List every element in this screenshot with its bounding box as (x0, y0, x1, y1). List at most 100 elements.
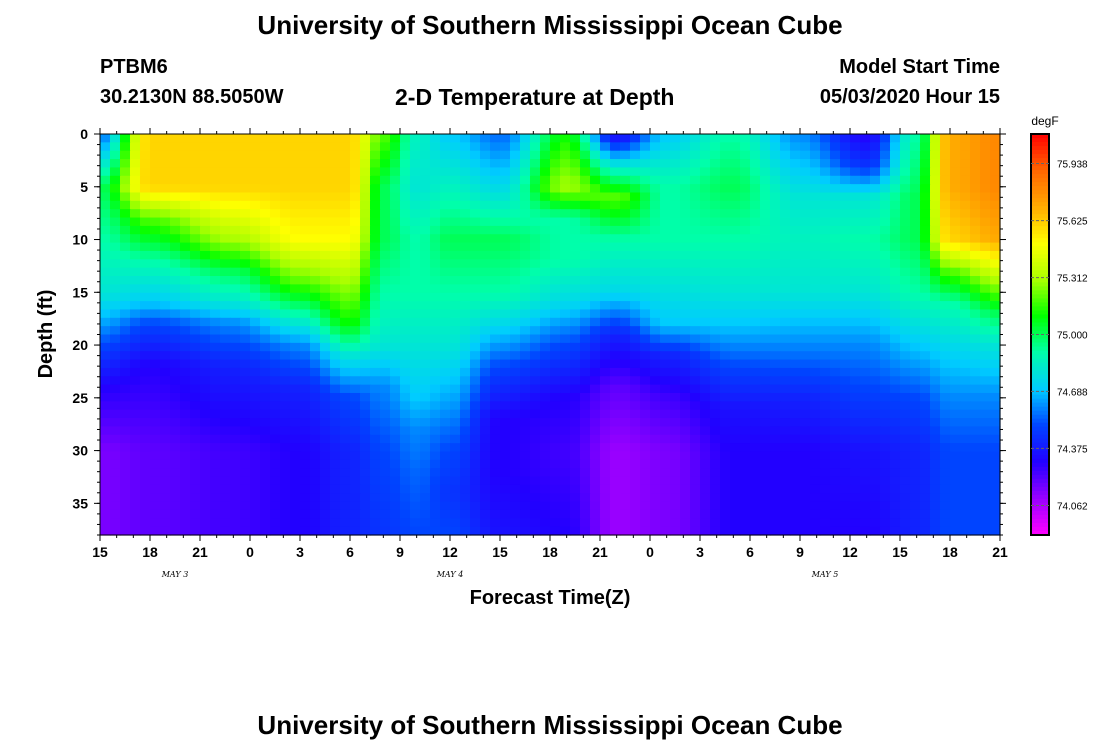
heatmap-cell (570, 451, 581, 461)
heatmap-cell (490, 301, 501, 311)
x-tick-label: 9 (396, 544, 404, 560)
colorbar-band (1031, 154, 1049, 159)
heatmap-cell (690, 418, 701, 427)
heatmap-cell (620, 468, 631, 478)
heatmap-cell (390, 367, 401, 377)
heatmap-cell (380, 134, 391, 143)
heatmap-cell (120, 459, 131, 469)
heatmap-cell (660, 351, 671, 361)
heatmap-cell (720, 434, 731, 444)
heatmap-cell (640, 334, 651, 344)
heatmap-cell (120, 451, 131, 461)
heatmap-cell (410, 225, 421, 235)
heatmap-cell (710, 468, 721, 478)
heatmap-cell (540, 443, 551, 453)
heatmap-cell (780, 167, 791, 177)
heatmap-cell (530, 234, 541, 244)
heatmap-cell (500, 175, 511, 185)
heatmap-cell (550, 326, 561, 336)
heatmap-cell (210, 443, 221, 453)
heatmap-cell (440, 250, 451, 260)
heatmap-cell (500, 409, 511, 419)
heatmap-cell (120, 301, 131, 311)
heatmap-cell (500, 242, 511, 252)
heatmap-cell (280, 484, 291, 494)
heatmap-cell (240, 217, 251, 227)
heatmap-cell (410, 250, 421, 260)
colorbar-band (1031, 514, 1049, 520)
heatmap-cell (970, 192, 981, 202)
heatmap-cell (530, 217, 541, 227)
heatmap-cell (390, 451, 401, 461)
heatmap-cell (190, 459, 201, 469)
heatmap-cell (720, 359, 731, 369)
heatmap-cell (720, 451, 731, 461)
heatmap-cell (170, 209, 181, 219)
heatmap-cell (170, 426, 181, 436)
heatmap-cell (420, 167, 431, 177)
heatmap-cell (470, 167, 481, 177)
heatmap-cell (800, 250, 811, 260)
heatmap-cell (960, 301, 971, 311)
heatmap-cell (490, 334, 501, 344)
heatmap-cell (100, 518, 111, 528)
heatmap-cell (340, 142, 351, 152)
heatmap-cell (550, 234, 561, 244)
heatmap-cell (910, 167, 921, 177)
heatmap-cell (260, 200, 271, 210)
heatmap-cell (430, 134, 441, 143)
heatmap-cell (200, 384, 211, 394)
heatmap-cell (540, 134, 551, 143)
heatmap-cell (920, 150, 931, 160)
heatmap-cell (770, 292, 781, 302)
heatmap-cell (170, 359, 181, 369)
heatmap-cell (370, 184, 381, 194)
heatmap-cell (210, 150, 221, 160)
heatmap-cell (400, 401, 411, 411)
heatmap-cell (580, 317, 591, 327)
heatmap-cell (700, 284, 711, 294)
heatmap-cell (610, 518, 621, 528)
heatmap-cell (330, 317, 341, 327)
date-label: MAY 4 (436, 570, 464, 579)
heatmap-cell (980, 242, 991, 252)
heatmap-cell (750, 409, 761, 419)
heatmap-cell (860, 167, 871, 177)
heatmap-cell (280, 217, 291, 227)
heatmap-cell (790, 317, 801, 327)
heatmap-cell (800, 409, 811, 419)
heatmap-cell (700, 484, 711, 494)
heatmap-cell (740, 359, 751, 369)
colorbar: 75.93875.62575.31275.00074.68874.37574.0… (1030, 133, 1088, 536)
heatmap-cell (190, 200, 201, 210)
heatmap-cell (430, 451, 441, 461)
heatmap-cell (530, 434, 541, 444)
heatmap-cell (970, 409, 981, 419)
heatmap-cell (410, 526, 421, 536)
heatmap-cell (260, 451, 271, 461)
heatmap-cell (570, 501, 581, 511)
heatmap-cell (360, 150, 371, 160)
heatmap-cell (710, 292, 721, 302)
heatmap-cell (700, 150, 711, 160)
heatmap-cell (910, 451, 921, 461)
heatmap-cell (880, 468, 891, 478)
heatmap-cell (450, 217, 461, 227)
heatmap-cell (420, 451, 431, 461)
heatmap-cell (240, 518, 251, 528)
heatmap-cell (900, 493, 911, 503)
heatmap-cell (780, 225, 791, 235)
heatmap-cell (220, 451, 231, 461)
heatmap-cell (420, 301, 431, 311)
heatmap-cell (380, 317, 391, 327)
heatmap-cell (570, 209, 581, 219)
heatmap-cell (510, 292, 521, 302)
heatmap-cell (770, 459, 781, 469)
heatmap-cell (720, 459, 731, 469)
heatmap-cell (610, 167, 621, 177)
heatmap-cell (910, 484, 921, 494)
heatmap-cell (150, 351, 161, 361)
heatmap-cell (820, 326, 831, 336)
heatmap-cell (150, 242, 161, 252)
heatmap-cell (540, 409, 551, 419)
